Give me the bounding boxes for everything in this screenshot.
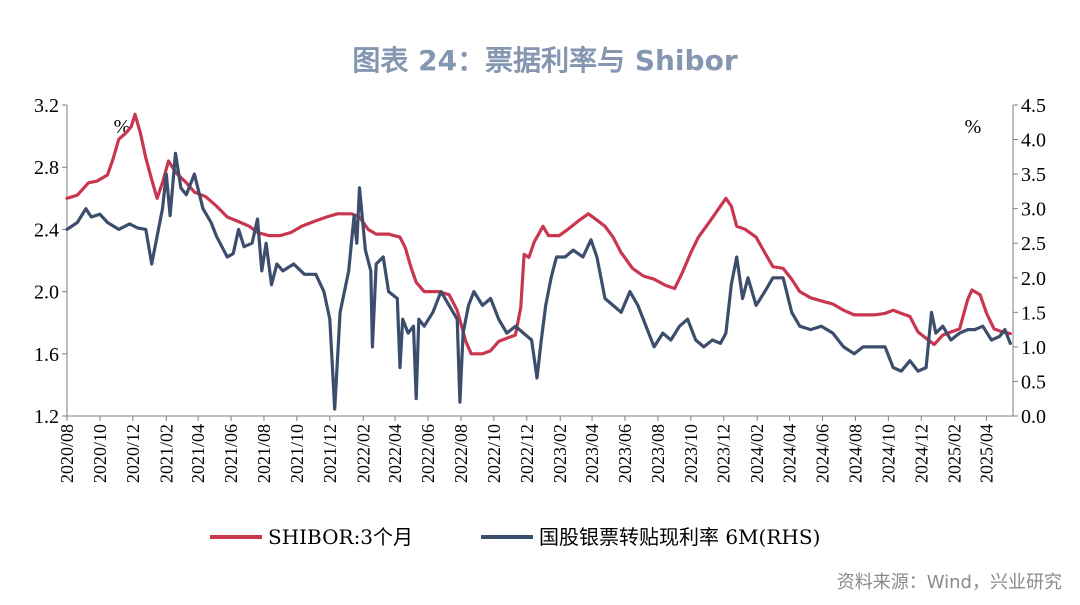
series-lines — [65, 112, 1012, 411]
x-tick-label: 2024/02 — [747, 424, 767, 483]
x-tick-label: 2021/06 — [221, 424, 241, 483]
x-tick-label: 2021/08 — [254, 424, 274, 483]
legend-label-shibor: SHIBOR:3个月 — [268, 525, 413, 549]
x-tick-label: 2022/12 — [517, 424, 537, 483]
right-tick-label: 4.5 — [1021, 95, 1046, 117]
x-tick-label: 2025/04 — [977, 424, 997, 483]
left-tick-label: 2.0 — [34, 282, 59, 304]
x-tick-label: 2021/02 — [156, 424, 176, 483]
source-note: 资料来源：Wind，兴业研究 — [837, 572, 1062, 593]
series-line-bill-rate — [65, 151, 1012, 411]
x-tick-label: 2023/08 — [648, 424, 668, 483]
right-tick-label: 0.5 — [1021, 371, 1046, 393]
left-tick-label: 1.6 — [34, 344, 59, 366]
right-tick-label: 4.0 — [1021, 130, 1046, 152]
right-tick-label: 1.5 — [1021, 302, 1046, 324]
x-tick-label: 2024/04 — [780, 424, 800, 483]
x-tick-label: 2021/10 — [287, 424, 307, 483]
legend-label-bill-rate: 国股银票转贴现利率 6M(RHS) — [539, 525, 820, 549]
x-tick-label: 2023/10 — [681, 424, 701, 483]
x-tick-label: 2025/02 — [945, 424, 965, 483]
x-tick-label: 2023/06 — [615, 424, 635, 483]
x-tick-label: 2020/12 — [123, 424, 143, 483]
chart-title: 图表 24：票据利率与 Shibor — [352, 44, 737, 77]
x-tick-label: 2020/10 — [90, 424, 110, 483]
axes — [66, 105, 1014, 417]
left-tick-label: 2.8 — [34, 157, 59, 179]
x-tick-label: 2023/04 — [582, 424, 602, 483]
right-axis-unit: % — [965, 116, 982, 138]
right-tick-label: 2.0 — [1021, 268, 1046, 290]
x-tick-label: 2023/12 — [714, 424, 734, 483]
x-tick-label: 2022/04 — [385, 424, 405, 483]
x-tick-label: 2024/06 — [813, 424, 833, 483]
right-tick-label: 3.5 — [1021, 164, 1046, 186]
legend: SHIBOR:3个月 国股银票转贴现利率 6M(RHS) — [210, 525, 820, 549]
right-tick-label: 0.0 — [1021, 406, 1046, 428]
x-tick-label: 2024/08 — [845, 424, 865, 483]
x-tick-label: 2022/10 — [484, 424, 504, 483]
x-tick-label: 2022/08 — [451, 424, 471, 483]
right-axis-ticks: 0.0 0.5 1.0 1.5 2.0 2.5 3.0 3.5 4.0 4.5 — [1013, 95, 1046, 428]
x-tick-label: 2021/04 — [188, 424, 208, 483]
right-tick-label: 1.0 — [1021, 337, 1046, 359]
series-line-shibor — [65, 112, 1012, 356]
x-tick-label: 2022/06 — [418, 424, 438, 483]
left-axis-ticks: 1.2 1.6 2.0 2.4 2.8 3.2 — [34, 95, 67, 428]
left-tick-label: 3.2 — [34, 95, 59, 117]
x-tick-label: 2024/12 — [911, 424, 931, 483]
x-tick-label: 2020/08 — [57, 424, 77, 483]
right-tick-label: 2.5 — [1021, 233, 1046, 255]
left-tick-label: 2.4 — [34, 219, 59, 241]
x-tick-label: 2024/10 — [878, 424, 898, 483]
x-tick-label: 2023/02 — [550, 424, 570, 483]
x-tick-label: 2022/02 — [353, 424, 373, 483]
x-tick-label: 2021/12 — [320, 424, 340, 483]
left-tick-label: 1.2 — [34, 406, 59, 428]
x-axis-ticks: 2020/08 2020/10 2020/12 2021/02 2021/04 2021/… — [57, 416, 997, 483]
right-tick-label: 3.0 — [1021, 199, 1046, 221]
